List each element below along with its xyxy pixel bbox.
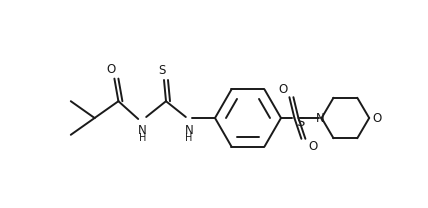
Text: O: O bbox=[373, 111, 382, 125]
Text: N: N bbox=[316, 111, 325, 125]
Text: O: O bbox=[309, 140, 318, 153]
Text: H: H bbox=[139, 133, 146, 143]
Text: O: O bbox=[107, 63, 116, 76]
Text: S: S bbox=[158, 63, 166, 77]
Text: H: H bbox=[185, 133, 193, 143]
Text: O: O bbox=[279, 83, 288, 96]
Text: S: S bbox=[296, 115, 305, 129]
Text: N: N bbox=[138, 125, 146, 137]
Text: N: N bbox=[184, 125, 193, 137]
